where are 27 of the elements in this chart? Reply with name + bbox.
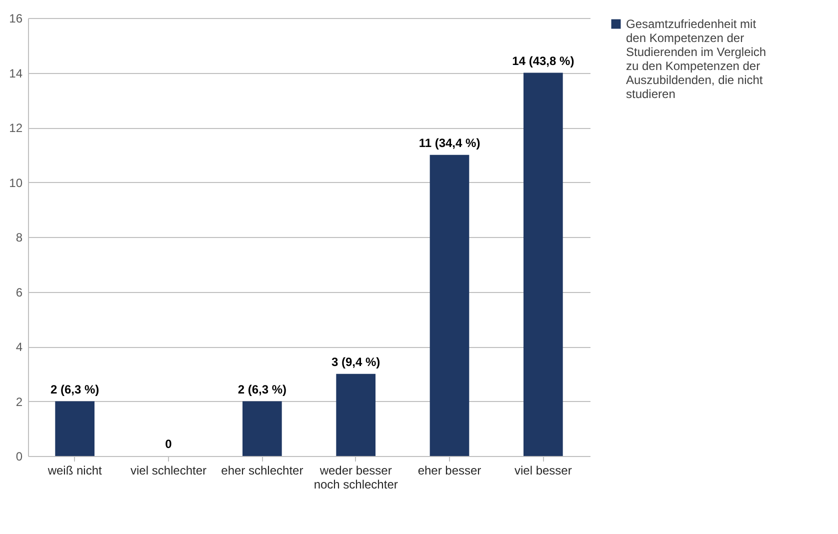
x-tick-label: weiß nicht (46, 464, 102, 478)
x-tick-label: eher besser (418, 464, 482, 478)
bar (242, 401, 282, 456)
y-tick-label: 14 (9, 66, 23, 80)
y-tick-label: 12 (9, 121, 23, 135)
data-label: 14 (43,8 %) (512, 54, 574, 68)
bar (430, 154, 470, 456)
data-label: 11 (34,4 %) (418, 136, 480, 150)
y-tick-label: 0 (16, 450, 23, 464)
x-tick-label: viel schlechter (130, 464, 207, 478)
y-tick-label: 4 (16, 340, 23, 354)
data-label: 3 (9,4 %) (331, 354, 380, 369)
data-label: 2 (6,3 %) (238, 382, 287, 396)
x-tick-label: weder besser noch schlechter (314, 464, 398, 492)
x-tick-label: viel besser (514, 464, 572, 478)
data-label: 0 (165, 437, 172, 451)
y-tick-label: 6 (16, 285, 23, 300)
bar (523, 72, 563, 456)
bar (55, 401, 95, 456)
y-tick-label: 16 (9, 12, 23, 26)
y-tick-label: 10 (9, 176, 23, 190)
y-tick-label: 8 (16, 230, 23, 244)
y-tick-label: 2 (16, 394, 23, 409)
legend-label: Gesamtzufriedenheit mit den Kompetenzen der Studierenden im Vergleich zu den Kompetenzen der Auszubildenden, die nicht studieren (626, 17, 766, 101)
bar (336, 374, 376, 456)
x-tick-label: eher schlechter (221, 464, 304, 478)
data-label: 2 (6,3 %) (50, 382, 100, 396)
